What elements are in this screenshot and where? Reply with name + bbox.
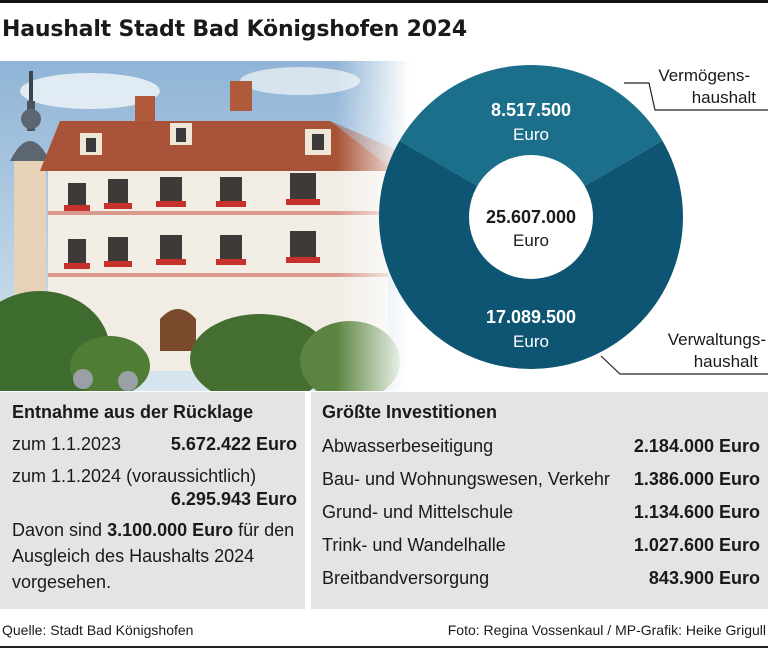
investments-heading: Größte Investitionen	[322, 402, 498, 422]
reserve-row-amount: 5.672.422 Euro	[170, 434, 297, 454]
investment-label: Breitbandversorgung	[322, 568, 490, 588]
leader-line-vermoegen	[624, 82, 768, 111]
slice-label-vermoegen-2: haushalt	[692, 88, 757, 107]
investment-amount: 843.900 Euro	[648, 568, 760, 588]
slice-label-verwaltung-2: haushalt	[694, 352, 759, 371]
reserve-heading: Entnahme aus der Rücklage	[12, 402, 254, 422]
reserve-row-label: zum 1.1.2024 (voraussichtlich)	[12, 466, 257, 486]
slice-unit-verwaltung: Euro	[513, 332, 549, 351]
investment-label: Bau- und Wohnungswesen, Verkehr	[322, 469, 610, 489]
investment-label: Grund- und Mittelschule	[322, 502, 514, 522]
slice-label-verwaltung-1: Verwaltungs-	[668, 330, 766, 349]
slice-value-vermoegen: 8.517.500	[491, 100, 571, 120]
investments-panel: Größte Investitionen Abwasserbeseitigung…	[311, 392, 768, 609]
total-unit: Euro	[513, 231, 549, 250]
investment-amount: 1.027.600 Euro	[633, 535, 760, 555]
reserve-note: Davon sind 3.100.000 Euro für den Ausgle…	[12, 517, 302, 595]
slice-label-vermoegen-1: Vermögens-	[658, 66, 750, 85]
reserve-note-amount: 3.100.000 Euro	[107, 520, 234, 540]
town-hall-photo	[0, 61, 410, 391]
investment-amount: 1.386.000 Euro	[633, 469, 760, 489]
total-value: 25.607.000	[486, 207, 576, 227]
leader-line-verwaltung	[600, 355, 768, 375]
reserve-row-label: zum 1.1.2023	[12, 434, 122, 454]
slice-unit-vermoegen: Euro	[513, 125, 549, 144]
reserve-note-suffix: für den Ausgleich des Haushalts 2024 vor…	[12, 520, 295, 592]
investment-label: Trink- und Wandelhalle	[322, 535, 506, 555]
donut-hole	[469, 155, 593, 279]
credit-note: Foto: Regina Vossenkaul / MP-Grafik: Hei…	[447, 622, 766, 638]
donut-slice-vermoegen	[399, 64, 663, 217]
source-note: Quelle: Stadt Bad Königshofen	[2, 622, 194, 638]
investment-label: Abwasserbeseitigung	[322, 436, 494, 456]
slice-value-verwaltung: 17.089.500	[486, 307, 576, 327]
investment-amount: 2.184.000 Euro	[633, 436, 760, 456]
reserve-note-prefix: Davon sind	[12, 520, 108, 540]
reserve-panel: Entnahme aus der Rücklage zum 1.1.2023 5…	[0, 392, 305, 609]
investment-amount: 1.134.600 Euro	[633, 502, 760, 522]
page-title: Haushalt Stadt Bad Königshofen 2024	[2, 17, 468, 42]
budget-donut-chart: Vermögens- haushalt Verwaltungs- haushal…	[379, 64, 768, 375]
reserve-row-amount: 6.295.943 Euro	[170, 489, 297, 509]
